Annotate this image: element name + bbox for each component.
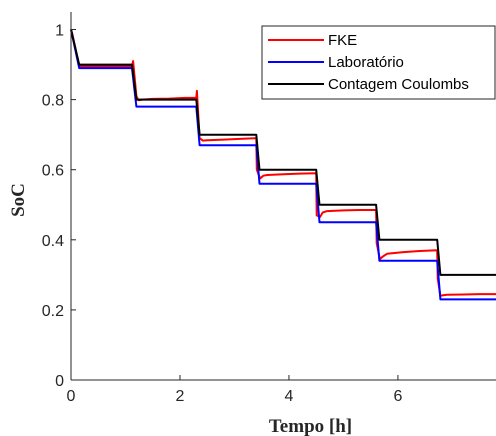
y-tick-label: 0 <box>55 373 64 390</box>
legend-label: Laboratório <box>328 54 404 71</box>
y-tick-label: 0.8 <box>42 93 64 110</box>
y-tick-label: 1 <box>55 23 64 40</box>
ticks: 0 2 4 6 0 0.2 0.4 0.6 0.8 1 <box>42 23 403 405</box>
x-tick-label: 2 <box>176 388 185 405</box>
y-tick-label: 0.6 <box>42 163 64 180</box>
legend: FKE Laboratório Contagem Coulombs <box>261 25 496 100</box>
legend-label: Contagem Coulombs <box>328 76 469 93</box>
x-tick-label: 6 <box>393 388 402 405</box>
axes <box>70 12 496 381</box>
plot-lines <box>70 29 496 301</box>
y-axis-title: SoC <box>8 183 29 217</box>
x-tick-label: 4 <box>284 388 293 405</box>
x-tick-label: 0 <box>67 388 76 405</box>
y-tick-label: 0.2 <box>42 303 64 320</box>
series-line-contagem-coulombs <box>70 29 496 276</box>
y-tick-label: 0.4 <box>42 233 64 250</box>
x-axis-title: Tempo [h] <box>269 416 352 436</box>
legend-label: FKE <box>328 32 357 49</box>
